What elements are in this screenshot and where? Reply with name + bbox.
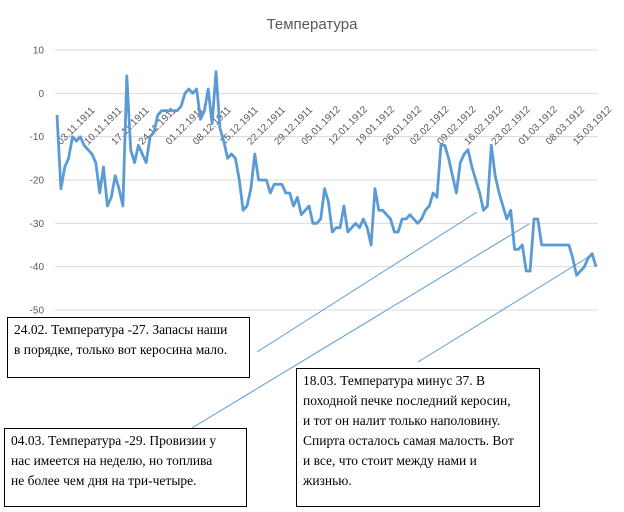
y-tick-label: -40 xyxy=(30,262,45,273)
series-line-group xyxy=(55,70,598,277)
y-tick-label: 0 xyxy=(38,89,44,100)
y-tick-label: -10 xyxy=(30,132,45,143)
note-04-03-text: 04.03. Температура -29. Провизии у нас и… xyxy=(11,433,217,488)
note-24-02-text: 24.02. Температура -27. Запасы наши в по… xyxy=(14,322,228,357)
callout-line xyxy=(417,255,591,363)
note-04-03: 04.03. Температура -29. Провизии у нас и… xyxy=(4,428,247,507)
chart-title: Температура xyxy=(267,16,359,33)
y-tick-label: -50 xyxy=(30,306,45,317)
callout-line xyxy=(191,223,530,429)
gridlines xyxy=(55,49,598,311)
temperature-series-line xyxy=(55,70,598,277)
y-tick-label: -30 xyxy=(30,219,45,230)
callout-line xyxy=(256,211,478,353)
x-axis-ticks: 03.11.191110.11.191117.11.191124.11.1911… xyxy=(55,104,614,147)
y-tick-label: -20 xyxy=(30,176,45,187)
y-tick-label: 10 xyxy=(33,46,45,57)
callout-lines xyxy=(191,211,591,429)
note-18-03: 18.03. Температура минус 37. В походной … xyxy=(296,368,540,507)
note-18-03-text: 18.03. Температура минус 37. В походной … xyxy=(303,373,514,488)
y-axis-ticks: 10 0 -10 -20 -30 -40 -50 xyxy=(30,46,45,317)
note-24-02: 24.02. Температура -27. Запасы наши в по… xyxy=(7,317,250,378)
